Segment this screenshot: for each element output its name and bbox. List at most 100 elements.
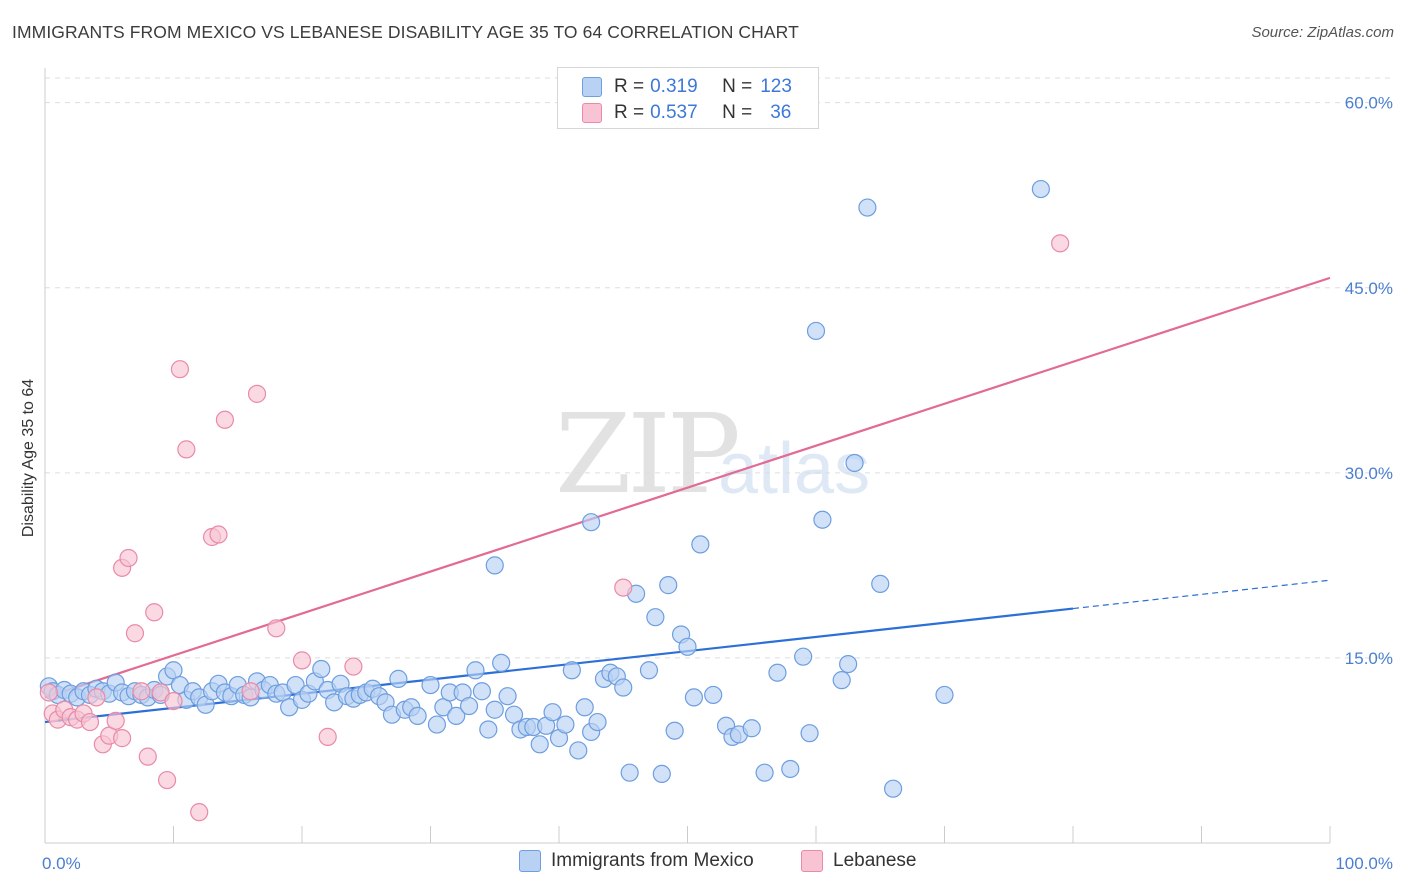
data-point-mexico: [447, 706, 466, 726]
y-tick-label: 15.0%: [1345, 649, 1393, 668]
series-lebanese-points: [39, 234, 1070, 822]
legend-r-value: 0.537: [650, 102, 698, 123]
data-point-mexico: [472, 682, 491, 701]
data-point-lebanese: [125, 624, 145, 643]
legend-item-lebanese[interactable]: Lebanese: [801, 850, 916, 872]
data-point-mexico: [312, 659, 331, 679]
legend-item-mexico[interactable]: Immigrants from Mexico: [519, 850, 754, 872]
data-point-lebanese: [177, 440, 196, 459]
trendline-mexico: [44, 607, 1074, 724]
y-tick-label: 45.0%: [1345, 279, 1393, 298]
data-point-lebanese: [344, 657, 363, 676]
data-point-mexico: [652, 764, 671, 784]
data-point-mexico: [556, 715, 575, 734]
data-point-mexico: [742, 719, 761, 738]
data-point-lebanese: [614, 578, 633, 597]
axis-labels: 15.0% 30.0% 45.0% 60.0% 0.0% 100.0% Disability…: [20, 94, 1393, 873]
source-credit: Source: ZipAtlas.com: [1251, 24, 1394, 41]
data-point-lebanese: [209, 525, 228, 544]
data-point-mexico: [858, 198, 877, 217]
data-point-mexico: [408, 706, 427, 726]
legend-n-label: N =: [722, 102, 753, 123]
chart-title: IMMIGRANTS FROM MEXICO VS LEBANESE DISAB…: [12, 22, 799, 42]
data-point-mexico: [704, 685, 723, 705]
data-point-mexico: [485, 556, 504, 575]
data-point-mexico: [389, 669, 408, 688]
grid-lines: [45, 77, 1395, 659]
data-point-lebanese: [145, 603, 164, 622]
trend-lines: [44, 276, 1331, 724]
legend-n-value: 123: [760, 76, 792, 97]
data-point-mexico: [582, 513, 601, 532]
legend-row-lebanese: R = 0.537 N = 36: [582, 100, 791, 126]
data-point-mexico: [871, 574, 890, 593]
data-point-mexico: [614, 678, 633, 697]
x-tick-label-max: 100.0%: [1335, 854, 1393, 873]
data-point-mexico: [806, 321, 826, 341]
legend-r-label: R =: [614, 76, 645, 97]
data-point-lebanese: [132, 682, 151, 701]
data-point-lebanese: [267, 619, 286, 638]
data-point-mexico: [845, 453, 864, 473]
data-point-lebanese: [106, 711, 125, 730]
data-point-mexico: [659, 576, 678, 595]
data-point-lebanese: [138, 747, 157, 766]
data-point-mexico: [569, 741, 588, 760]
legend-r-value: 0.319: [650, 76, 698, 97]
data-point-mexico: [575, 698, 594, 717]
data-point-mexico: [832, 671, 851, 690]
legend-label-lebanese: Lebanese: [833, 850, 917, 871]
data-point-mexico: [813, 510, 832, 529]
series-mexico-points: [39, 179, 1050, 798]
data-point-lebanese: [215, 410, 234, 429]
trendline-lebanese: [44, 276, 1331, 699]
data-point-mexico: [678, 637, 697, 656]
trendline-mexico-extrapolated: [1072, 579, 1331, 610]
data-point-mexico: [543, 703, 562, 722]
legend-row-mexico: R = 0.319 N = 123: [582, 74, 792, 100]
legend-swatch-lebanese: [582, 103, 602, 123]
data-point-mexico: [665, 721, 684, 740]
x-tick-label-min: 0.0%: [42, 854, 81, 873]
legend-swatch-mexico: [519, 850, 541, 872]
data-point-mexico: [883, 779, 903, 798]
series-legend: Immigrants from Mexico Lebanese: [0, 850, 1406, 878]
data-point-mexico: [492, 653, 511, 672]
data-point-mexico: [485, 700, 504, 719]
data-point-lebanese: [80, 712, 100, 732]
data-point-lebanese: [247, 384, 267, 403]
data-point-mexico: [530, 735, 549, 754]
data-point-mexico: [479, 720, 498, 739]
data-point-mexico: [794, 647, 813, 666]
data-point-mexico: [588, 712, 607, 732]
data-point-mexico: [620, 763, 639, 782]
legend-swatch-lebanese: [801, 850, 823, 872]
data-point-lebanese: [39, 683, 58, 702]
data-point-mexico: [459, 696, 479, 716]
data-point-mexico: [562, 661, 581, 680]
data-point-mexico: [466, 661, 485, 680]
data-point-mexico: [781, 759, 800, 779]
data-point-mexico: [800, 724, 819, 743]
data-point-mexico: [691, 535, 710, 554]
data-point-lebanese: [170, 360, 190, 379]
data-point-mexico: [498, 687, 517, 706]
legend-label-mexico: Immigrants from Mexico: [551, 850, 754, 871]
data-point-mexico: [427, 715, 447, 734]
data-point-mexico: [646, 608, 665, 627]
data-point-lebanese: [292, 651, 312, 670]
legend-r-label: R =: [614, 102, 645, 123]
y-tick-label: 60.0%: [1345, 94, 1393, 113]
watermark-zip: ZIP: [555, 390, 741, 518]
data-point-lebanese: [164, 692, 183, 711]
legend-swatch-mexico: [582, 77, 602, 97]
y-tick-label: 30.0%: [1345, 464, 1393, 483]
data-point-mexico: [768, 663, 787, 682]
axes: [44, 68, 1331, 844]
data-point-lebanese: [157, 770, 177, 790]
data-point-mexico: [839, 654, 858, 674]
data-point-lebanese: [119, 548, 138, 568]
data-point-mexico: [421, 675, 440, 695]
data-point-lebanese: [112, 729, 132, 748]
